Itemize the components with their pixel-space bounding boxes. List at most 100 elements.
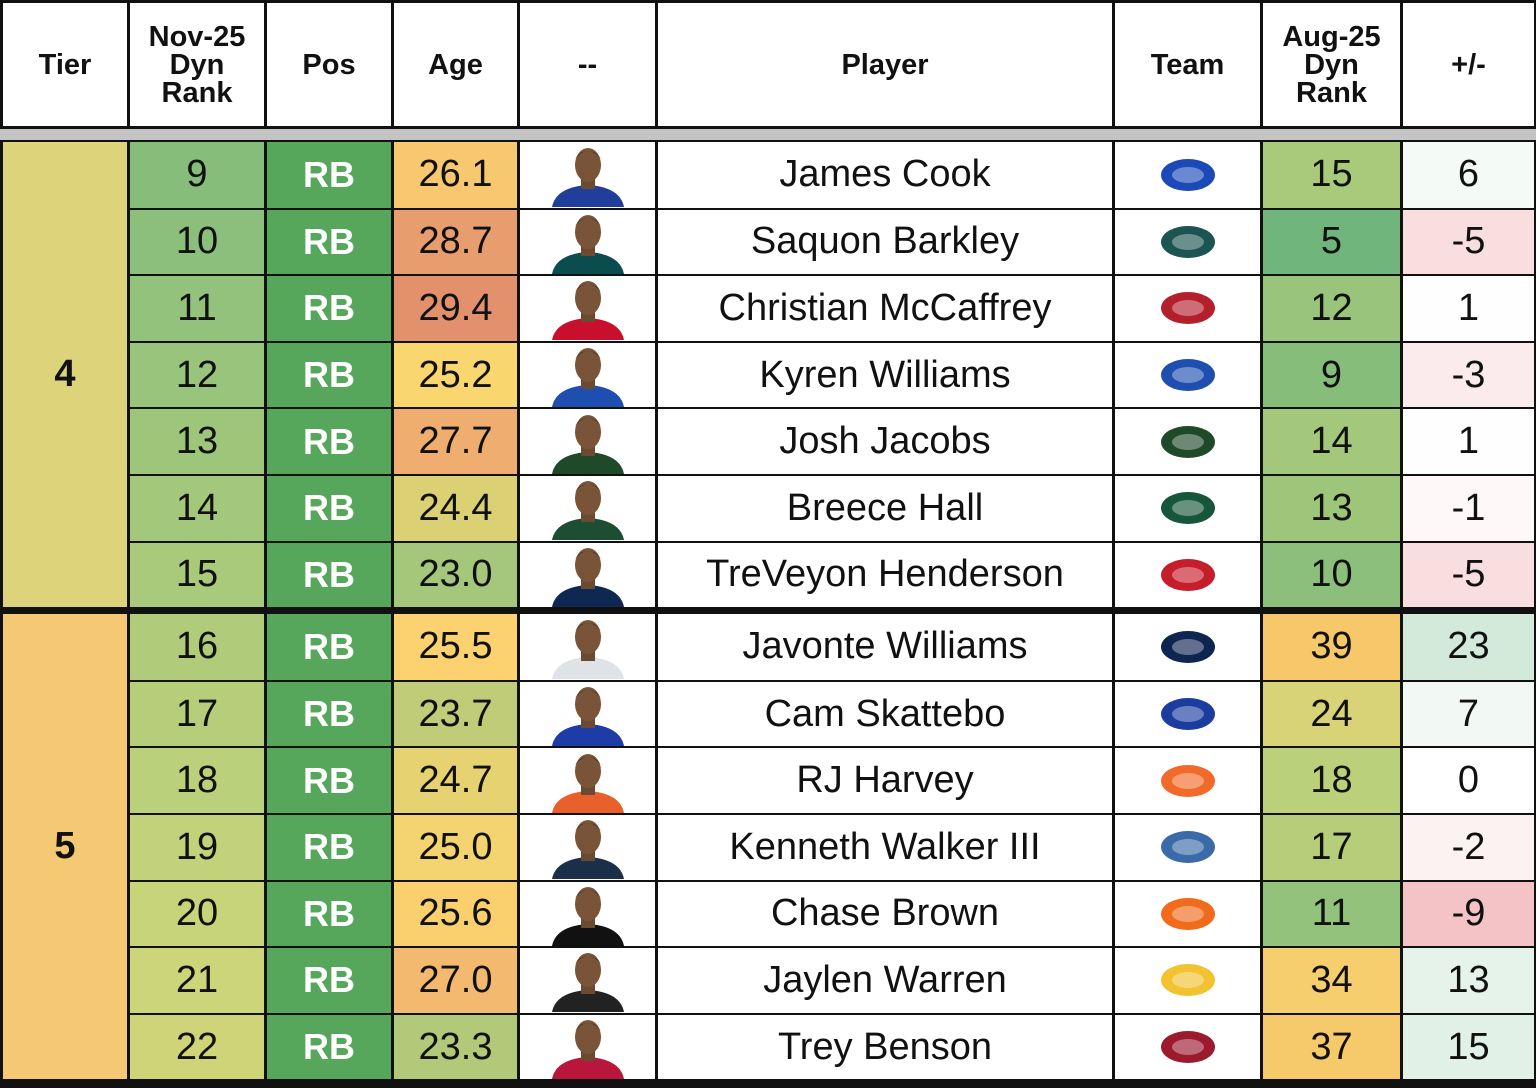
headshot [551, 820, 624, 880]
headshot [551, 214, 624, 274]
position: RB [267, 948, 391, 1013]
team-logo [1115, 681, 1260, 747]
player-name: Javonte Williams [658, 614, 1112, 680]
position: RB [267, 276, 391, 341]
team-logo [1115, 748, 1260, 813]
logo [1160, 1031, 1215, 1064]
position: RB [267, 209, 391, 275]
team-logo [1115, 342, 1260, 408]
team-logo [1115, 881, 1260, 947]
change: 1 [1403, 409, 1534, 474]
player-photo [520, 409, 655, 474]
position: RB [267, 815, 391, 880]
nov-rank: 11 [130, 276, 264, 341]
player-photo [520, 209, 655, 275]
nov-rank: 22 [130, 1014, 264, 1080]
age: 26.1 [394, 142, 517, 208]
change: -1 [1403, 476, 1534, 541]
aug-rank: 12 [1263, 276, 1400, 341]
team-logo [1115, 815, 1260, 880]
player-photo [520, 948, 655, 1013]
age: 24.4 [394, 476, 517, 541]
aug-rank: 24 [1263, 681, 1400, 747]
nov-rank: 10 [130, 209, 264, 275]
age: 29.4 [394, 276, 517, 341]
headshot [551, 1020, 624, 1080]
aug-rank: 14 [1263, 409, 1400, 474]
aug-rank-header: Aug-25 Dyn Rank [1263, 3, 1400, 126]
player-name: Breece Hall [658, 476, 1112, 541]
logo [1160, 225, 1215, 258]
pos-header: Pos [267, 3, 391, 126]
nov-rank-header: Nov-25 Dyn Rank [130, 3, 264, 126]
headshot [551, 547, 624, 607]
position: RB [267, 681, 391, 747]
headshot [551, 953, 624, 1013]
team-logo [1115, 142, 1260, 208]
position: RB [267, 748, 391, 813]
change: -5 [1403, 542, 1534, 608]
age: 25.0 [394, 815, 517, 880]
age: 23.7 [394, 681, 517, 747]
position: RB [267, 881, 391, 947]
change: 23 [1403, 614, 1534, 680]
nov-rank: 9 [130, 142, 264, 208]
tier-header: Tier [3, 3, 127, 126]
player-photo [520, 614, 655, 680]
player-photo [520, 276, 655, 341]
aug-rank: 37 [1263, 1014, 1400, 1080]
change: -2 [1403, 815, 1534, 880]
aug-rank: 13 [1263, 476, 1400, 541]
aug-rank: 17 [1263, 815, 1400, 880]
age-header: Age [394, 3, 517, 126]
player-name: Jaylen Warren [658, 948, 1112, 1013]
player-name: Kyren Williams [658, 342, 1112, 408]
change: 7 [1403, 681, 1534, 747]
logo [1160, 897, 1215, 930]
team-logo [1115, 476, 1260, 541]
team-logo [1115, 542, 1260, 608]
player-photo [520, 342, 655, 408]
player-name: Chase Brown [658, 881, 1112, 947]
nov-rank: 21 [130, 948, 264, 1013]
headshot [551, 414, 624, 474]
player-photo [520, 681, 655, 747]
aug-rank: 10 [1263, 542, 1400, 608]
logo [1160, 292, 1215, 325]
header-separator [0, 129, 1536, 140]
position: RB [267, 409, 391, 474]
position: RB [267, 614, 391, 680]
tier: 5 [3, 614, 127, 1080]
team-logo [1115, 1014, 1260, 1080]
team-logo [1115, 409, 1260, 474]
logo [1160, 158, 1215, 191]
tier: 4 [3, 142, 127, 608]
nov-rank: 14 [130, 476, 264, 541]
nov-rank: 17 [130, 681, 264, 747]
change: 13 [1403, 948, 1534, 1013]
logo [1160, 425, 1215, 458]
player-photo [520, 815, 655, 880]
nov-rank: 19 [130, 815, 264, 880]
logo [1160, 630, 1215, 663]
age: 23.0 [394, 542, 517, 608]
change: -3 [1403, 342, 1534, 408]
logo [1160, 698, 1215, 731]
age: 23.3 [394, 1014, 517, 1080]
change: 0 [1403, 748, 1534, 813]
change: 15 [1403, 1014, 1534, 1080]
team-logo [1115, 614, 1260, 680]
aug-rank: 18 [1263, 748, 1400, 813]
team-header: Team [1115, 3, 1260, 126]
aug-rank: 11 [1263, 881, 1400, 947]
headshot [551, 281, 624, 341]
age: 25.2 [394, 342, 517, 408]
nov-rank: 16 [130, 614, 264, 680]
player-name: Kenneth Walker III [658, 815, 1112, 880]
nov-rank: 12 [130, 342, 264, 408]
player-photo [520, 1014, 655, 1080]
player-header: Player [658, 3, 1112, 126]
player-name: Cam Skattebo [658, 681, 1112, 747]
nov-rank: 20 [130, 881, 264, 947]
